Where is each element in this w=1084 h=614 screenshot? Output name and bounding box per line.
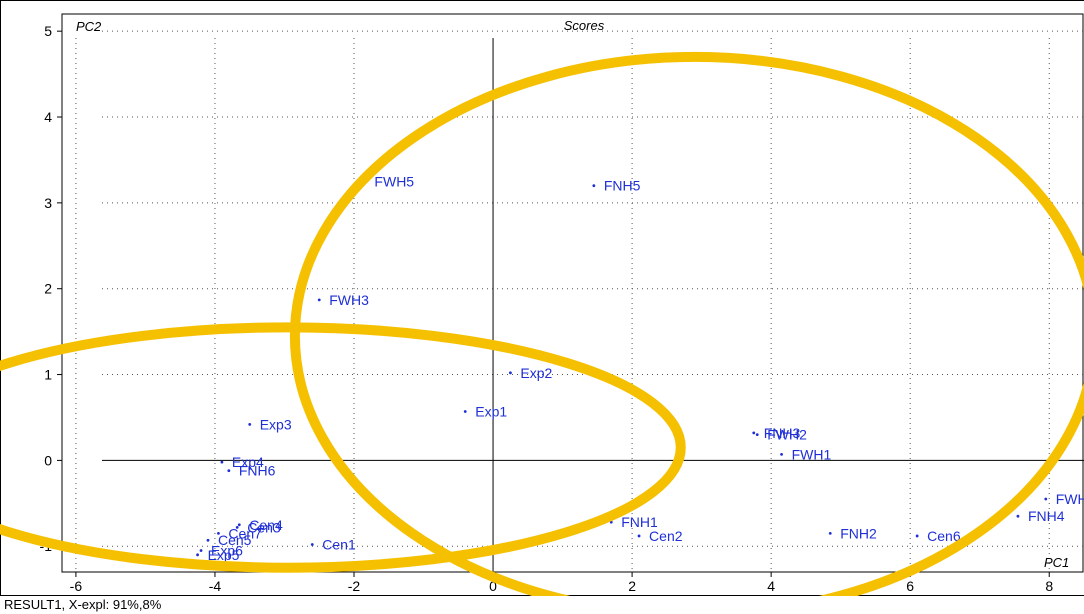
y-axis-label: PC2 — [76, 19, 102, 34]
data-point — [237, 523, 241, 527]
data-point — [780, 452, 783, 456]
data-point-label: Cen1 — [322, 537, 356, 553]
y-tick-label: 4 — [44, 109, 52, 125]
y-tick-label: 3 — [44, 195, 52, 211]
x-axis-label: PC1 — [1044, 555, 1069, 570]
data-point — [199, 549, 203, 552]
data-point-label: Exp3 — [260, 416, 292, 432]
data-point — [915, 534, 919, 538]
data-point — [217, 531, 220, 535]
data-point-label: Cen7 — [228, 525, 262, 541]
highlight-ellipse — [0, 322, 686, 573]
data-point — [227, 469, 231, 473]
y-tick-label: 0 — [44, 452, 52, 468]
data-point-label: Cen6 — [927, 528, 961, 544]
x-tick-label: -2 — [348, 578, 361, 594]
data-point — [317, 298, 321, 302]
data-point — [1044, 497, 1048, 501]
y-tick-label: 5 — [44, 23, 52, 39]
footer-bar: RESULT1, X-expl: 91%,8% — [0, 596, 1084, 614]
data-point-label: Exp2 — [520, 365, 552, 381]
x-tick-label: 0 — [489, 578, 497, 594]
data-point-label: FNH4 — [1028, 508, 1065, 524]
data-point — [637, 534, 641, 538]
y-tick-label: 2 — [44, 281, 52, 297]
data-point-label: FWH3 — [329, 292, 369, 308]
data-point — [196, 553, 199, 557]
data-point-label: FNH1 — [621, 514, 658, 530]
chart-title: Scores — [564, 18, 605, 33]
x-tick-label: 4 — [767, 578, 775, 594]
data-point — [592, 184, 596, 188]
data-point — [755, 433, 759, 437]
data-point — [509, 371, 512, 375]
data-point-label: Cen3 — [247, 519, 281, 535]
highlight-ellipse — [290, 52, 1084, 596]
x-tick-label: -4 — [209, 578, 222, 594]
data-point — [1016, 514, 1020, 518]
data-point-label: FWH5 — [374, 173, 414, 189]
data-point-label: FWH1 — [792, 446, 832, 462]
data-point-label: FNH5 — [604, 178, 641, 194]
data-point — [235, 525, 239, 529]
data-point-label: FNH6 — [239, 463, 276, 479]
x-tick-label: 6 — [906, 578, 914, 594]
x-tick-label: -6 — [70, 578, 83, 594]
x-tick-label: 8 — [1045, 578, 1053, 594]
data-point-label: Exp4 — [232, 454, 264, 470]
data-point — [828, 531, 832, 535]
data-point-label: FNH2 — [840, 525, 877, 541]
data-point-label: FWH4 — [1056, 491, 1084, 507]
data-point — [310, 543, 314, 546]
footer-text: RESULT1, X-expl: 91%,8% — [4, 597, 162, 612]
data-point — [220, 460, 224, 464]
data-point-label: Exp6 — [211, 543, 243, 559]
data-point — [752, 431, 756, 435]
data-point-label: Exp1 — [475, 403, 507, 419]
x-tick-label: 2 — [628, 578, 636, 594]
y-tick-label: 1 — [44, 367, 52, 383]
data-point-label: Cen5 — [218, 532, 252, 548]
data-point — [248, 422, 252, 426]
data-point — [463, 410, 467, 413]
data-point-label: Exp5 — [208, 547, 240, 563]
data-point-label: Cen4 — [249, 517, 283, 533]
data-point-label: FNH3 — [764, 425, 801, 441]
data-point-label: FWH2 — [767, 427, 807, 443]
data-point — [206, 538, 210, 542]
data-point-label: Cen2 — [649, 528, 683, 544]
